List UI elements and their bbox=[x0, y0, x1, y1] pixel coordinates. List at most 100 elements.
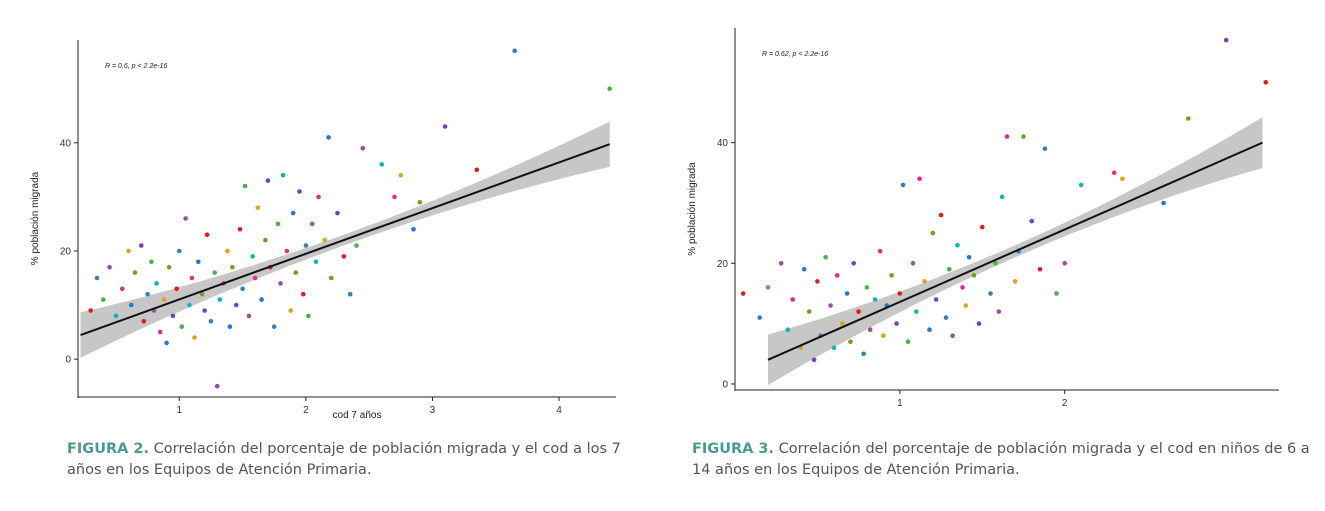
scatter-point bbox=[993, 261, 998, 266]
scatter-point bbox=[877, 248, 883, 254]
scatter-point bbox=[202, 308, 207, 313]
scatter-point bbox=[930, 230, 936, 236]
scatter-point bbox=[252, 275, 258, 281]
scatter-point bbox=[864, 285, 870, 290]
scatter-point bbox=[347, 291, 353, 297]
scatter-point bbox=[839, 321, 845, 326]
scatter-point bbox=[179, 324, 185, 330]
scatter-point bbox=[933, 297, 939, 302]
scatter-point bbox=[806, 309, 812, 314]
scatter-point bbox=[183, 216, 188, 221]
scatter-point bbox=[189, 275, 195, 281]
scatter-point bbox=[101, 297, 106, 302]
scatter-point bbox=[204, 232, 210, 237]
scatter-point bbox=[242, 183, 248, 189]
scatter-point bbox=[265, 178, 271, 183]
scatter-point bbox=[910, 261, 916, 266]
scatter-point bbox=[1186, 116, 1191, 121]
scatter-point bbox=[914, 309, 919, 314]
scatter-point bbox=[275, 221, 281, 227]
scatter-point bbox=[1263, 80, 1269, 85]
scatter-point bbox=[872, 297, 878, 302]
scatter-point bbox=[250, 254, 255, 259]
scatter-point bbox=[856, 309, 861, 314]
scatter-point bbox=[284, 248, 290, 254]
scatter-point bbox=[303, 243, 309, 248]
figure-3-caption-label: FIGURA 3. bbox=[692, 441, 775, 457]
figure-3-panel: 0 20 40 1 2 R = 0.62, p < 2.2e-16 % población … bbox=[662, 0, 1325, 511]
scatter-point bbox=[778, 261, 784, 266]
scatter-point bbox=[963, 303, 969, 308]
scatter-point bbox=[290, 210, 296, 216]
scatter-point bbox=[976, 321, 982, 326]
scatter-point bbox=[1004, 134, 1010, 139]
scatter-point bbox=[917, 176, 922, 182]
y-axis-label: % población migrada bbox=[30, 171, 41, 265]
scatter-point bbox=[309, 221, 315, 227]
scatter-point bbox=[1223, 37, 1229, 43]
scatter-point bbox=[943, 315, 949, 320]
scatter-point bbox=[192, 335, 197, 340]
scatter-point bbox=[154, 281, 159, 286]
scatter-point bbox=[757, 315, 762, 320]
scatter-point bbox=[174, 286, 179, 292]
scatter-point bbox=[442, 124, 448, 129]
scatter-point bbox=[512, 48, 517, 54]
scatter-point bbox=[177, 248, 182, 254]
scatter-point bbox=[996, 309, 1002, 314]
correlation-annotation: R = 0.6, p < 2.2e-16 bbox=[105, 63, 167, 70]
scatter-point bbox=[170, 313, 176, 319]
scatter-point bbox=[107, 264, 112, 270]
scatter-point bbox=[246, 313, 252, 319]
scatter-point bbox=[278, 281, 283, 286]
scatter-point bbox=[607, 86, 612, 91]
scatter-point bbox=[326, 135, 331, 140]
y-tick-label: 20 bbox=[60, 246, 72, 257]
scatter-point bbox=[955, 242, 960, 248]
figure-2-caption-text: Correlación del porcentaje de población … bbox=[67, 441, 621, 478]
scatter-point bbox=[259, 297, 264, 302]
scatter-point bbox=[988, 291, 993, 296]
scatter-point bbox=[811, 357, 817, 363]
scatter-point bbox=[328, 275, 334, 281]
y-tick-label: 40 bbox=[717, 138, 729, 149]
scatter-point bbox=[230, 264, 235, 270]
scatter-point bbox=[1111, 170, 1117, 176]
scatter-point bbox=[867, 327, 873, 333]
scatter-point bbox=[313, 259, 319, 265]
scatter-point bbox=[166, 264, 172, 270]
scatter-point bbox=[411, 227, 416, 232]
figure-2-panel: 0 20 40 1 2 3 4 R = 0.6, p < 2.2e-16 cod 7 años%… bbox=[0, 0, 662, 511]
scatter-point bbox=[306, 313, 311, 319]
scatter-point bbox=[740, 291, 746, 296]
scatter-point bbox=[900, 182, 906, 188]
scatter-point bbox=[417, 200, 423, 205]
scatter-point bbox=[271, 324, 277, 330]
scatter-point bbox=[1012, 279, 1018, 284]
scatter-point bbox=[823, 254, 828, 260]
scatter-point bbox=[1021, 134, 1026, 139]
x-axis-label: cod 7 años bbox=[333, 410, 382, 421]
scatter-point bbox=[126, 248, 131, 254]
scatter-point bbox=[212, 270, 217, 275]
scatter-point bbox=[94, 275, 100, 281]
scatter-point bbox=[217, 297, 223, 302]
scatter-point bbox=[335, 210, 340, 216]
scatter-point bbox=[1120, 176, 1125, 182]
scatter-point bbox=[999, 194, 1005, 200]
scatter-point bbox=[1029, 218, 1034, 224]
scatter-point bbox=[790, 297, 795, 302]
scatter-point bbox=[1042, 146, 1048, 151]
scatter-point bbox=[145, 291, 150, 297]
scatter-point bbox=[851, 261, 856, 266]
scatter-point bbox=[1054, 291, 1059, 296]
scatter-point bbox=[831, 345, 837, 351]
scatter-point bbox=[149, 259, 154, 265]
scatter-point bbox=[848, 339, 853, 345]
figure-3-caption-text: Correlación del porcentaje de población … bbox=[692, 441, 1310, 478]
scatter-point bbox=[801, 267, 807, 272]
correlation-annotation: R = 0.62, p < 2.2e-16 bbox=[762, 51, 828, 58]
scatter-point bbox=[113, 313, 119, 319]
x-tick-label: 2 bbox=[1062, 398, 1068, 409]
scatter-point bbox=[828, 303, 833, 308]
